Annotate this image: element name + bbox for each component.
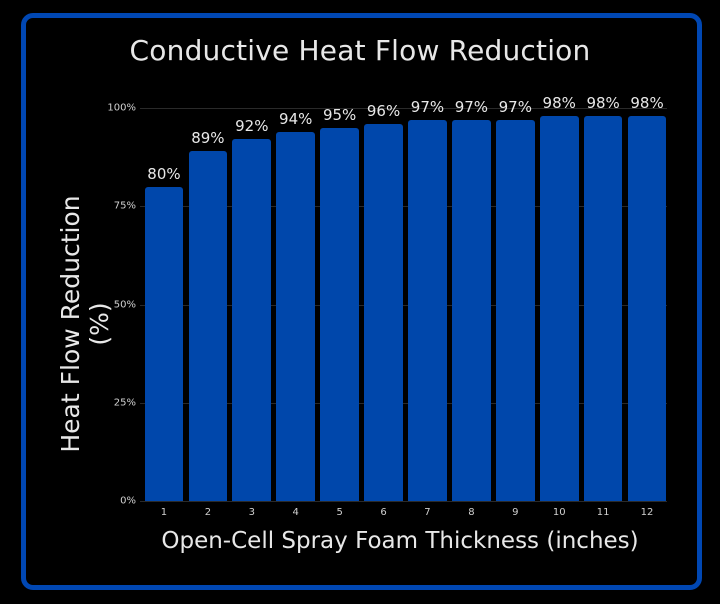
- x-tick-label: 6: [380, 507, 387, 518]
- x-tick-label: 7: [424, 507, 431, 518]
- bar-9: [495, 119, 535, 501]
- gridline: [140, 304, 667, 306]
- x-tick-label: 2: [204, 507, 212, 518]
- x-tick-label: 3: [248, 507, 255, 518]
- x-tick-label: 1: [160, 507, 168, 518]
- bar-4: [276, 131, 316, 501]
- bar-value-label: 92%: [235, 117, 269, 136]
- gridline: [140, 402, 667, 404]
- plot-area: 0% 25% 50% 75% 100% 80% 89% 92% 94% 95% 96% 97% 97% 9…: [107, 94, 667, 507]
- bar-5: [320, 127, 359, 501]
- bar-value-label: 80%: [147, 164, 181, 183]
- y-tick-label: 25%: [113, 397, 136, 409]
- chart-frame: [21, 13, 702, 590]
- bar-12: [627, 115, 667, 501]
- gridline: [140, 206, 667, 208]
- x-tick-label: 4: [292, 507, 299, 518]
- y-tick-label: 0%: [120, 495, 136, 507]
- bar-6: [364, 123, 403, 501]
- bar-value-label: 95%: [322, 105, 357, 124]
- bar-value-label: 96%: [366, 101, 401, 120]
- x-tick-label: 10: [552, 507, 566, 518]
- x-axis-label: Open-Cell Spray Foam Thickness (inches): [161, 528, 639, 554]
- y-tick-label: 75%: [113, 200, 136, 212]
- x-tick-label: 9: [512, 507, 519, 518]
- bar-3: [232, 139, 272, 501]
- bar-value-label: 98%: [586, 93, 620, 112]
- bar-value-label: 97%: [410, 97, 445, 116]
- bar-1: [144, 186, 184, 501]
- bar-value-label: 98%: [630, 93, 664, 112]
- chart-title: Conductive Heat Flow Reduction: [129, 34, 591, 67]
- y-axis-label: Heat Flow Reduction (%): [56, 195, 114, 453]
- bar-8: [452, 119, 491, 501]
- y-tick-label: 100%: [107, 102, 136, 114]
- x-tick-label: 5: [336, 507, 343, 518]
- bar-10: [539, 115, 579, 501]
- x-tick-label: 11: [596, 507, 610, 518]
- bar-value-label: 97%: [454, 97, 489, 116]
- y-tick-label: 50%: [113, 299, 136, 310]
- bar-7: [408, 119, 447, 501]
- x-tick-label: 8: [468, 507, 475, 518]
- bar-value-label: 97%: [498, 97, 532, 116]
- gridline: [140, 501, 667, 502]
- bar-value-label: 94%: [279, 109, 313, 128]
- x-tick-label: 12: [640, 507, 654, 518]
- bar-value-label: 98%: [542, 93, 576, 112]
- bar-value-label: 89%: [191, 129, 225, 148]
- gridline: [140, 108, 667, 109]
- bar-11: [583, 115, 623, 501]
- bar-2: [188, 151, 228, 501]
